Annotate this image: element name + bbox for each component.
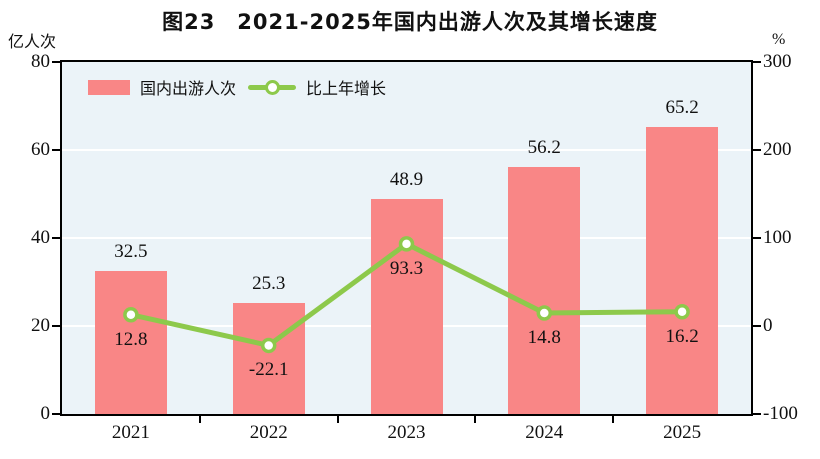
legend: 国内出游人次 比上年增长: [88, 75, 386, 99]
bar-2022: [232, 302, 305, 414]
bar-value-label: 32.5: [114, 241, 148, 262]
gridline: [62, 149, 751, 151]
bar-value-label: 48.9: [389, 168, 424, 190]
plot-area: 国内出游人次 比上年增长 32.5 25.3 48.9 56.2 65.2 12.8 -22…: [60, 60, 753, 416]
right-axis-tick-label: 300: [763, 51, 792, 72]
growth-value-label: 14.8: [527, 326, 561, 348]
chart-title: 图23 2021-2025年国内出游人次及其增长速度: [162, 10, 658, 34]
right-axis-tickmark: [753, 325, 761, 327]
right-axis-tickmark: [753, 149, 761, 151]
bar-2025: [646, 127, 719, 414]
bar-value-label: 65.2: [665, 97, 699, 119]
left-axis-tickmark: [52, 325, 60, 327]
bar-2024: [508, 166, 581, 414]
right-axis-unit: %: [772, 31, 786, 48]
bar-2023: [370, 198, 443, 414]
left-axis-tickmark: [52, 237, 60, 239]
year-label: 2025: [663, 422, 702, 443]
left-axis-tickmark: [52, 413, 60, 415]
year-label: 2021: [111, 422, 150, 443]
left-axis-tickmark: [52, 61, 60, 63]
legend-line-label: 比上年增长: [306, 79, 387, 98]
legend-item-line: 比上年增长: [248, 75, 386, 99]
x-axis-tickmark: [336, 416, 339, 423]
right-axis-tickmark: [753, 413, 761, 415]
growth-value-label: -22.1: [248, 359, 289, 381]
bar-value-label: 56.2: [527, 136, 561, 158]
left-axis-tickmark: [52, 149, 60, 151]
year-label: 2023: [387, 422, 426, 443]
line-marker-swatch-icon: [248, 79, 297, 95]
growth-value-label: 16.2: [665, 325, 699, 347]
year-label: 2022: [249, 422, 288, 443]
legend-item-bar: 国内出游人次: [88, 75, 236, 99]
left-axis-tick-label: 80: [31, 51, 50, 72]
left-axis-tick-label: 0: [40, 403, 51, 424]
bar-value-label: 25.3: [252, 272, 286, 294]
x-axis-tickmark: [474, 416, 477, 423]
x-axis-tickmark: [612, 416, 615, 423]
left-axis-unit: 亿人次: [8, 32, 57, 51]
left-axis-tick-label: 20: [31, 315, 50, 336]
x-axis-tickmark: [198, 416, 201, 423]
right-axis-tickmark: [753, 237, 761, 239]
right-axis-tick-label: 200: [763, 139, 792, 160]
bar-swatch-icon: [88, 79, 130, 95]
growth-value-label: 12.8: [114, 328, 148, 350]
legend-bar-label: 国内出游人次: [140, 79, 237, 98]
year-label: 2024: [525, 422, 564, 443]
left-axis-tick-label: 40: [31, 227, 50, 248]
left-axis-tick-label: 60: [31, 139, 50, 160]
right-axis-tick-label: 0: [763, 315, 773, 336]
growth-value-label: 93.3: [389, 257, 424, 279]
right-axis-tickmark: [753, 61, 761, 63]
right-axis-tick-label: 100: [763, 227, 792, 248]
right-axis-tick-label: -100: [763, 403, 798, 424]
